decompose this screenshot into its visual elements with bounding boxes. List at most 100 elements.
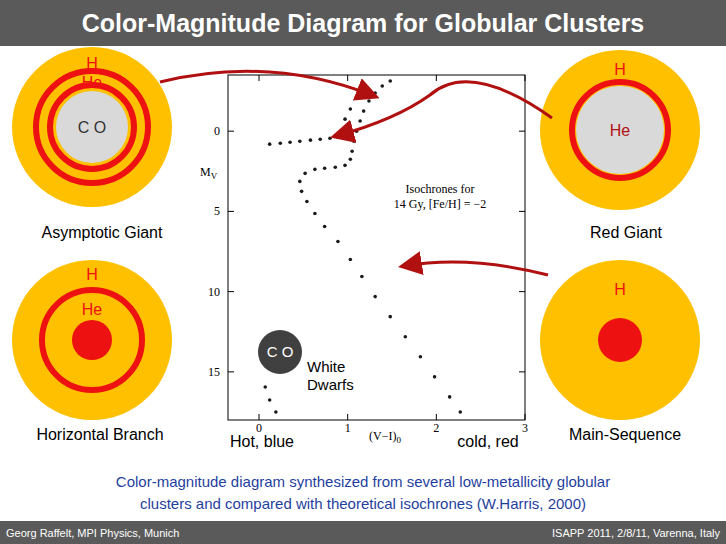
star-point [349,157,353,161]
star-point [298,139,302,143]
x-axis-label: (V−I)0 [369,429,401,445]
star-point [448,395,452,399]
star-envelope [540,50,700,210]
h-core [598,318,642,362]
star-point [268,142,272,146]
star-point [358,119,362,123]
star-point [336,240,340,244]
star-point [388,79,392,83]
y-tick-label: 10 [208,285,220,299]
x-tick [525,75,526,81]
title: Color-Magnitude Diagram for Globular Clu… [82,9,645,37]
y-tick [519,211,525,212]
star-point [313,212,317,216]
star-point [288,140,292,144]
y-tick-label: 5 [214,204,220,218]
y-tick-label: 0 [214,124,220,138]
h-shell [42,290,142,390]
star-point [404,335,408,339]
wd-core-label: C O [267,343,294,360]
star-point [362,109,366,113]
star-point [309,138,313,142]
slide: Color-Magnitude Diagram for Globular Clu… [0,0,726,544]
star-point [313,168,317,172]
star-point [305,200,309,204]
star-point [380,84,384,88]
label-box [550,420,700,448]
footer-right: ISAPP 2011, 2/8/11, Varenna, Italy [552,527,720,539]
y-tick [228,291,234,292]
star-point [323,225,327,229]
star-point [343,117,347,121]
star-point [367,99,371,103]
star-point [279,141,283,145]
x-tick [525,414,526,420]
star-envelope [12,47,172,207]
star-point [303,172,307,176]
star-point [343,164,347,168]
star-name: Horizontal Branch [36,426,163,443]
he-core [576,86,664,174]
y-tick [519,371,525,372]
star-point [263,385,267,389]
star-point [360,275,364,279]
star-point [323,166,327,170]
star-point [318,137,322,141]
x-tick-label: 1 [345,421,351,435]
star-diagram: HHe [12,260,172,420]
x-end-label: cold, red [457,433,518,450]
x-tick [347,414,348,420]
x-tick [259,414,260,420]
y-tick [228,131,234,132]
x-label-main: (V−I) [369,429,396,443]
core-label: C O [78,119,106,136]
h-shell [36,71,148,183]
title-bar [0,0,726,46]
star-name: Asymptotic Giant [42,224,163,241]
star-point [300,190,304,194]
label-box [14,420,186,448]
star-point [333,165,337,169]
h-shell [572,82,668,178]
y-tick [519,291,525,292]
pointer-arrow [404,262,548,275]
he-core [72,320,112,360]
star-envelope [540,260,700,420]
shell-label: H [86,266,98,283]
isochrone-note: Isochrones for [406,182,475,196]
x-label-sub: 0 [396,435,401,445]
star-envelope [12,260,172,420]
y-tick-label: 15 [208,365,220,379]
pointer-arrow [160,71,374,96]
star-point [373,91,377,95]
star-point [298,180,302,184]
core-label: He [610,122,631,139]
star-point [349,107,353,111]
x-tick [436,75,437,81]
star-name: Main-Sequence [569,426,681,443]
white-dwarf [258,330,302,374]
he-shell [50,85,134,169]
star-point [268,398,272,402]
x-tick [436,414,437,420]
x-tick-label: 3 [522,421,528,435]
co-core [56,91,128,163]
caption: clusters and compared with theoretical i… [140,495,586,512]
y-label-sub: V [211,171,218,181]
isochrone-note: 14 Gy, [Fe/H] = −2 [394,197,486,211]
star-point [349,258,353,262]
plot-frame [228,75,525,420]
star-point [350,149,354,153]
star-point [328,136,332,140]
star-point [352,139,356,143]
footer-bar [0,521,726,544]
caption: Color-magnitude diagram synthesized from… [116,473,610,490]
wd-label: White [307,358,345,375]
star-name: Red Giant [590,224,663,241]
x-tick-label: 2 [433,421,439,435]
y-label-main: M [200,165,211,179]
star-point [458,410,462,414]
star-point [274,410,278,414]
wd-label: Dwarfs [307,376,354,393]
y-tick [519,131,525,132]
